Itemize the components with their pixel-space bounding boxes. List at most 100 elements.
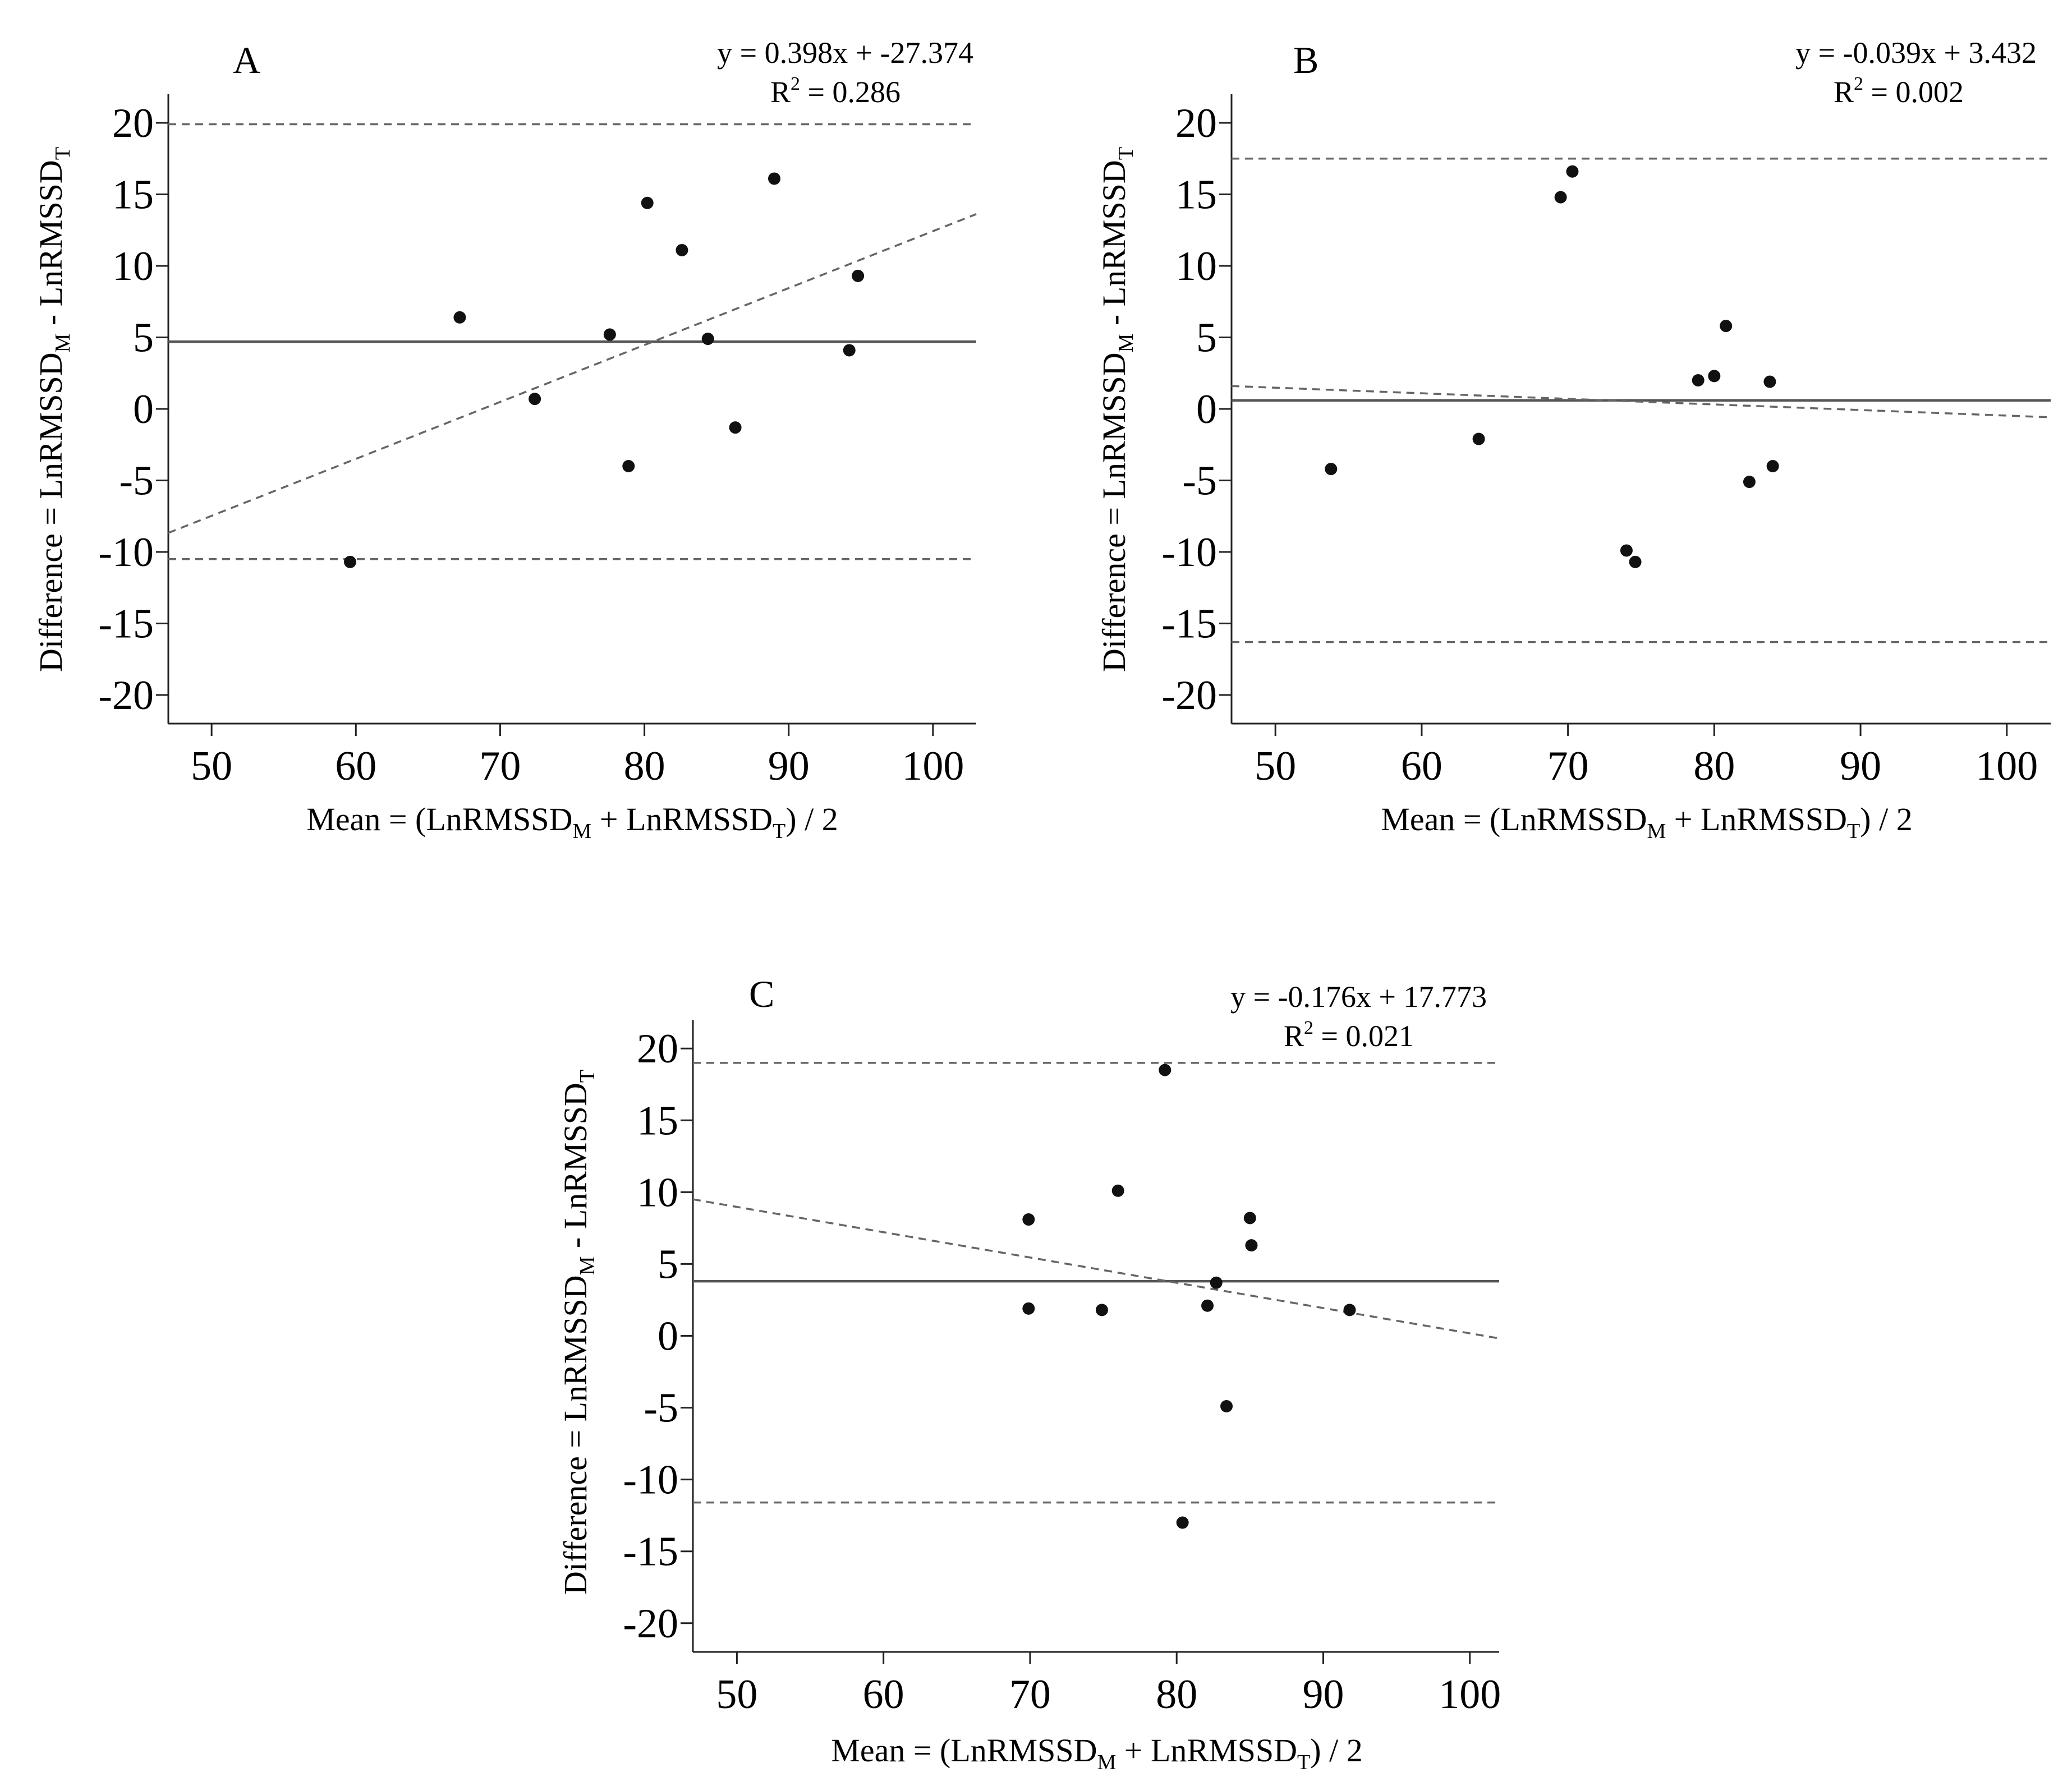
data-point bbox=[701, 333, 714, 346]
y-tick-label: -10 bbox=[98, 530, 154, 576]
y-tick-label: 15 bbox=[1175, 172, 1217, 218]
y-axis-label: Difference = LnRMSSDM - LnRMSSDT bbox=[557, 1070, 599, 1595]
x-tick-label: 90 bbox=[1840, 743, 1881, 789]
data-point bbox=[1472, 432, 1485, 445]
regression-equation: y = -0.039x + 3.432 bbox=[1795, 36, 2037, 70]
y-tick-label: 0 bbox=[658, 1314, 678, 1360]
y-tick-label: -15 bbox=[623, 1529, 678, 1575]
y-tick-label: -15 bbox=[1161, 601, 1217, 647]
x-axis-label: Mean = (LnRMSSDM + LnRMSSDT) / 2 bbox=[831, 1732, 1362, 1774]
data-point bbox=[453, 311, 466, 324]
data-point bbox=[1766, 460, 1779, 472]
y-tick-label: 15 bbox=[112, 172, 154, 218]
y-axis-label: Difference = LnRMSSDM - LnRMSSDT bbox=[33, 147, 75, 672]
y-tick-label: 20 bbox=[1175, 100, 1217, 146]
x-tick-label: 80 bbox=[1693, 743, 1735, 789]
data-point bbox=[768, 172, 780, 185]
data-point bbox=[1210, 1276, 1223, 1289]
y-tick-label: -20 bbox=[1161, 673, 1217, 719]
data-point bbox=[1245, 1239, 1258, 1252]
data-point bbox=[729, 421, 742, 434]
y-tick-label: 5 bbox=[1196, 315, 1217, 361]
y-tick-label: 20 bbox=[637, 1026, 678, 1072]
r-squared-label: R2 = 0.021 bbox=[1284, 1018, 1414, 1053]
y-tick-label: 20 bbox=[112, 100, 154, 146]
regression-line bbox=[1231, 385, 2051, 418]
x-tick-label: 60 bbox=[335, 743, 376, 789]
y-tick-label: 10 bbox=[1175, 243, 1217, 289]
y-tick-label: -20 bbox=[98, 673, 154, 719]
x-axis-label: Mean = (LnRMSSDM + LnRMSSDT) / 2 bbox=[1381, 801, 1912, 843]
x-tick-label: 100 bbox=[1439, 1672, 1501, 1718]
data-point bbox=[676, 243, 688, 256]
y-tick-label: 15 bbox=[637, 1098, 678, 1144]
x-tick-label: 90 bbox=[1302, 1672, 1344, 1718]
y-tick-label: -5 bbox=[119, 458, 154, 504]
data-point bbox=[1095, 1304, 1108, 1316]
y-tick-label: -10 bbox=[623, 1457, 678, 1503]
data-point bbox=[1692, 374, 1705, 386]
x-tick-label: 70 bbox=[479, 743, 521, 789]
x-tick-label: 90 bbox=[768, 743, 810, 789]
x-tick-label: 70 bbox=[1009, 1672, 1051, 1718]
data-point bbox=[1325, 463, 1338, 476]
data-point bbox=[852, 269, 865, 282]
y-axis-label: Difference = LnRMSSDM - LnRMSSDT bbox=[1096, 147, 1138, 672]
data-point bbox=[1629, 555, 1642, 568]
x-tick-label: 50 bbox=[191, 743, 232, 789]
data-point bbox=[344, 555, 356, 568]
r-squared-label: R2 = 0.002 bbox=[1834, 73, 1964, 109]
regression-line bbox=[692, 1198, 1500, 1339]
regression-line bbox=[168, 213, 977, 534]
y-tick-label: -5 bbox=[1182, 458, 1217, 504]
data-point bbox=[1566, 165, 1579, 178]
data-point bbox=[1201, 1299, 1214, 1312]
x-axis-label: Mean = (LnRMSSDM + LnRMSSDT) / 2 bbox=[306, 801, 838, 843]
r-squared-label: R2 = 0.286 bbox=[770, 73, 901, 109]
data-point bbox=[1708, 370, 1721, 383]
y-tick-label: 0 bbox=[133, 386, 154, 432]
x-tick-label: 80 bbox=[1156, 1672, 1197, 1718]
y-tick-label: 0 bbox=[1196, 386, 1217, 432]
data-point bbox=[1220, 1400, 1233, 1413]
x-tick-label: 60 bbox=[863, 1672, 904, 1718]
data-point bbox=[1554, 191, 1567, 204]
x-tick-label: 60 bbox=[1401, 743, 1442, 789]
data-point bbox=[603, 328, 616, 341]
data-point bbox=[622, 460, 635, 472]
data-point bbox=[1243, 1212, 1256, 1224]
y-tick-label: -20 bbox=[623, 1601, 678, 1647]
x-tick-label: 50 bbox=[716, 1672, 757, 1718]
x-tick-label: 80 bbox=[624, 743, 665, 789]
panel-label: B bbox=[1293, 39, 1318, 81]
regression-equation: y = -0.176x + 17.773 bbox=[1230, 980, 1487, 1014]
data-point bbox=[1343, 1304, 1356, 1316]
y-tick-label: -5 bbox=[644, 1385, 678, 1431]
y-tick-label: -10 bbox=[1161, 530, 1217, 576]
data-point bbox=[1159, 1064, 1171, 1076]
y-tick-label: 10 bbox=[112, 243, 154, 289]
data-point bbox=[843, 344, 856, 357]
regression-equation: y = 0.398x + -27.374 bbox=[717, 36, 973, 70]
x-tick-label: 100 bbox=[902, 743, 964, 789]
data-point bbox=[529, 393, 541, 406]
x-tick-label: 50 bbox=[1255, 743, 1296, 789]
data-point bbox=[1763, 375, 1776, 388]
y-tick-label: 5 bbox=[133, 315, 154, 361]
data-point bbox=[1022, 1302, 1035, 1315]
data-point bbox=[1111, 1184, 1124, 1197]
data-point bbox=[1176, 1516, 1189, 1529]
x-tick-label: 70 bbox=[1547, 743, 1589, 789]
data-point bbox=[1743, 476, 1756, 489]
panel-label: A bbox=[233, 39, 260, 81]
data-point bbox=[1620, 544, 1633, 557]
data-point bbox=[1720, 320, 1733, 333]
data-point bbox=[1022, 1213, 1035, 1226]
data-point bbox=[641, 196, 654, 209]
y-tick-label: -15 bbox=[98, 601, 154, 647]
x-tick-label: 100 bbox=[1975, 743, 2038, 789]
